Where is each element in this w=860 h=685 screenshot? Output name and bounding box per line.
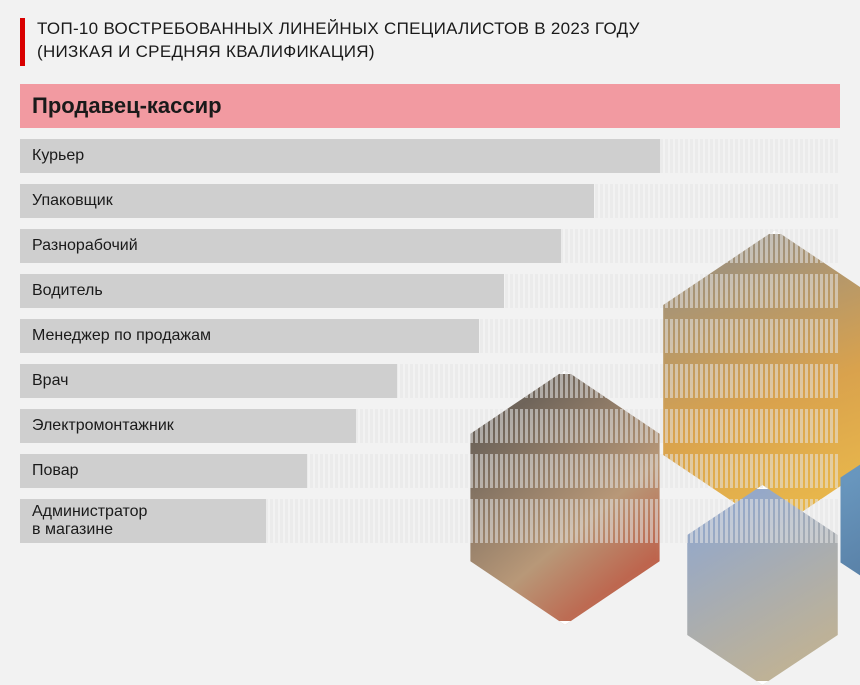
bar-label: Администратор в магазине xyxy=(32,503,147,540)
bar-track: Упаковщик xyxy=(20,184,840,218)
bar: Продавец-кассир xyxy=(20,84,840,128)
bar-track: Менеджер по продажам xyxy=(20,319,840,353)
bar-label: Электромонтажник xyxy=(32,417,174,435)
bar-track: Повар xyxy=(20,454,840,488)
bar-row: Разнорабочий xyxy=(20,229,840,263)
top10-bar-chart: Продавец-кассир Курьер Упаковщик Разнорабоч… xyxy=(0,80,860,543)
header: ТОП-10 ВОСТРЕБОВАННЫХ ЛИНЕЙНЫХ СПЕЦИАЛИС… xyxy=(0,0,860,80)
bar-label: Разнорабочий xyxy=(32,237,138,255)
bar: Повар xyxy=(20,454,307,488)
bar: Электромонтажник xyxy=(20,409,356,443)
bar-row: Продавец-кассир xyxy=(20,84,840,128)
bar-row: Водитель xyxy=(20,274,840,308)
bar-label: Упаковщик xyxy=(32,192,113,210)
bar-row: Менеджер по продажам xyxy=(20,319,840,353)
bar-label: Продавец-кассир xyxy=(32,93,222,119)
bar-label: Повар xyxy=(32,462,79,480)
bar: Водитель xyxy=(20,274,504,308)
bar: Менеджер по продажам xyxy=(20,319,479,353)
bar-track: Администратор в магазине xyxy=(20,499,840,543)
bar-label: Водитель xyxy=(32,282,103,300)
bar-row: Администратор в магазине xyxy=(20,499,840,543)
bar-row: Повар xyxy=(20,454,840,488)
title-line-2: (НИЗКАЯ И СРЕДНЯЯ КВАЛИФИКАЦИЯ) xyxy=(37,42,375,61)
bar-track: Продавец-кассир xyxy=(20,84,840,128)
bar-label: Курьер xyxy=(32,147,84,165)
bar: Курьер xyxy=(20,139,660,173)
bar-row: Врач xyxy=(20,364,840,398)
bar-track: Водитель xyxy=(20,274,840,308)
bar-track: Разнорабочий xyxy=(20,229,840,263)
bar-track: Электромонтажник xyxy=(20,409,840,443)
page-title: ТОП-10 ВОСТРЕБОВАННЫХ ЛИНЕЙНЫХ СПЕЦИАЛИС… xyxy=(37,18,640,64)
bar-label: Менеджер по продажам xyxy=(32,327,211,345)
bar-row: Курьер xyxy=(20,139,840,173)
bar-track: Курьер xyxy=(20,139,840,173)
bar-track: Врач xyxy=(20,364,840,398)
bar-row: Упаковщик xyxy=(20,184,840,218)
title-line-1: ТОП-10 ВОСТРЕБОВАННЫХ ЛИНЕЙНЫХ СПЕЦИАЛИС… xyxy=(37,19,640,38)
header-accent-bar xyxy=(20,18,25,66)
bar: Администратор в магазине xyxy=(20,499,266,543)
bar: Упаковщик xyxy=(20,184,594,218)
bar: Разнорабочий xyxy=(20,229,561,263)
bar-label: Врач xyxy=(32,372,68,390)
bar: Врач xyxy=(20,364,397,398)
bar-row: Электромонтажник xyxy=(20,409,840,443)
